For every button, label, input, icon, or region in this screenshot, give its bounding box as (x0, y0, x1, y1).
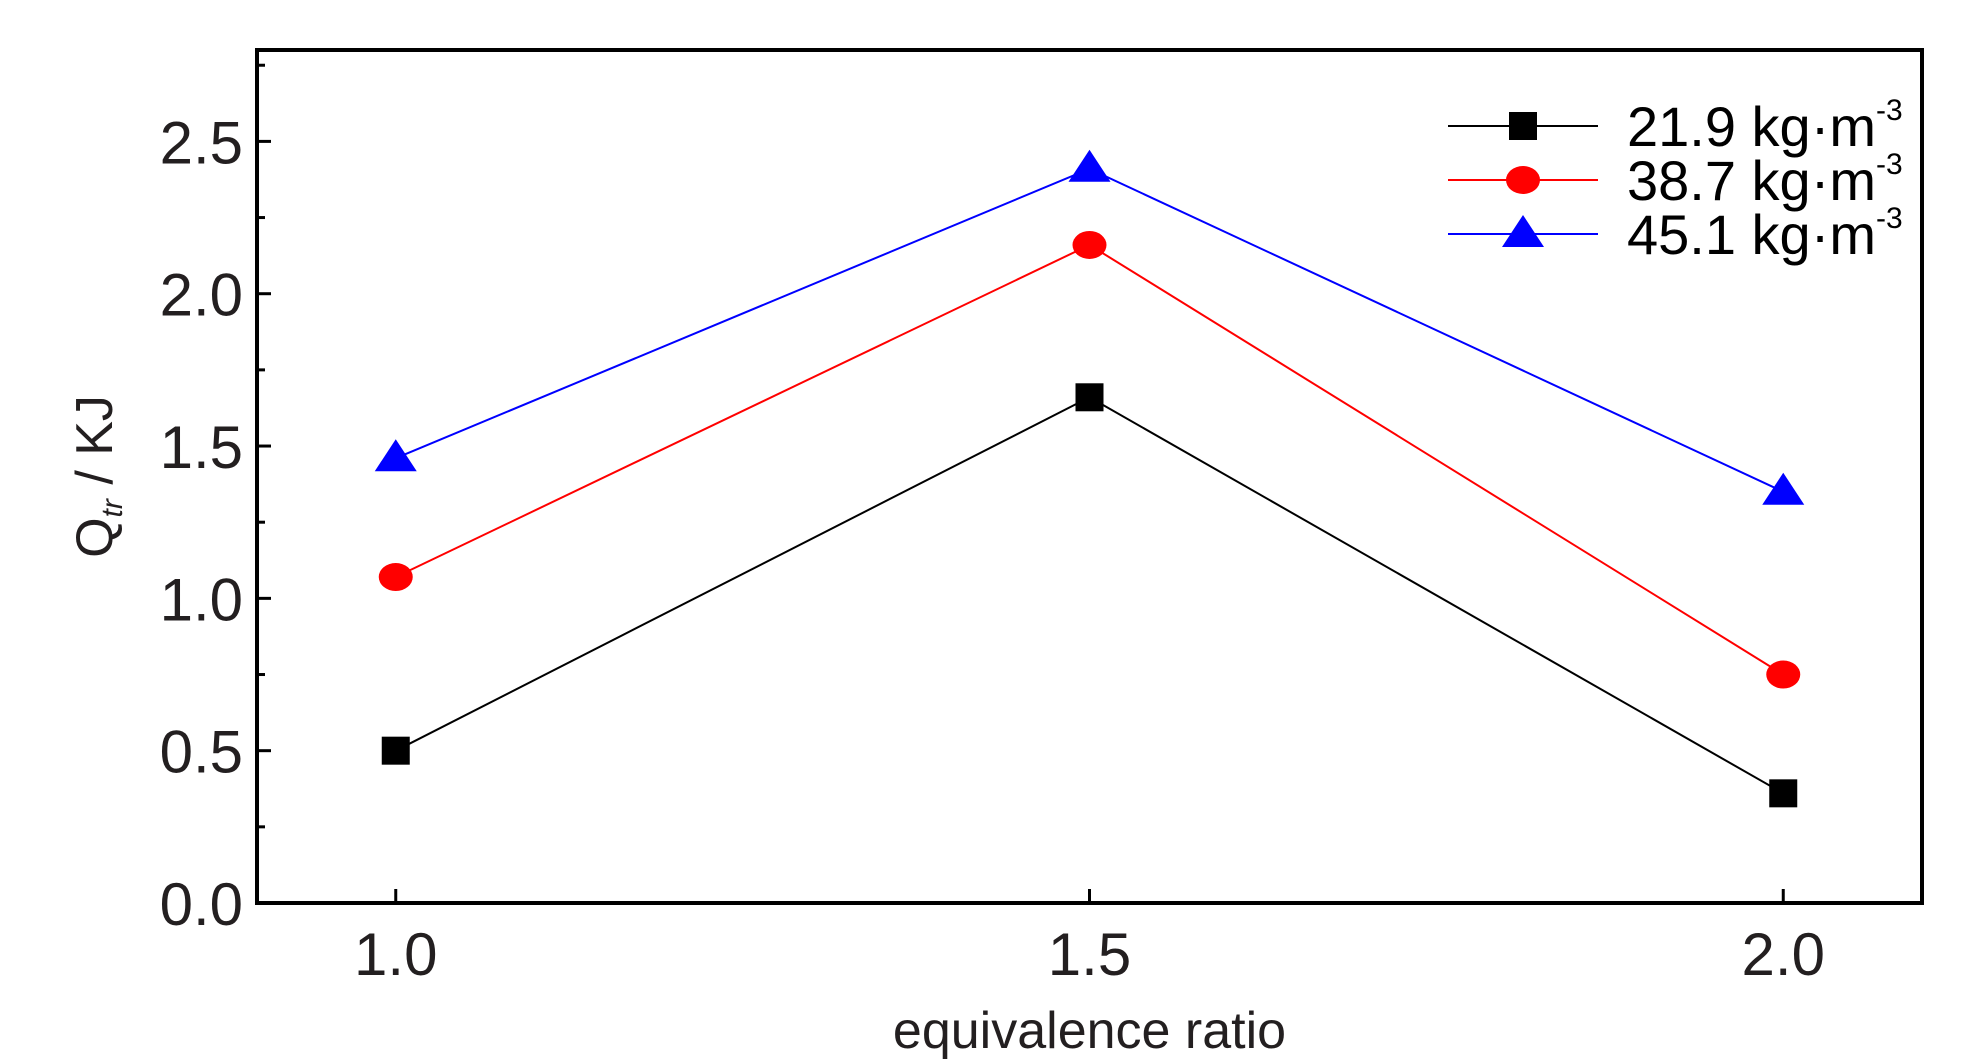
legend-label: 45.1 kg·m-3 (1627, 202, 1903, 266)
series-line (395, 167, 1784, 493)
legend-label-superscript: -3 (1876, 94, 1903, 127)
x-axis-title: equivalence ratio (893, 1002, 1286, 1060)
series-line (395, 396, 1784, 795)
series-1 (381, 383, 1798, 808)
y-axis-title-suffix: / KJ (66, 395, 124, 499)
data-point (378, 563, 413, 592)
x-tick-label: 1.0 (354, 921, 437, 988)
legend-item: 21.9 kg·m-3 (1448, 94, 1903, 158)
data-point (1762, 472, 1805, 505)
series-3 (374, 149, 1805, 505)
data-point (374, 439, 417, 472)
legend-label-text: 45.1 kg·m (1627, 203, 1876, 266)
legend-label-text: 38.7 kg·m (1627, 149, 1876, 212)
y-tick-label: 1.0 (160, 566, 243, 633)
data-point (1769, 779, 1798, 808)
x-tick-label: 1.5 (1048, 921, 1131, 988)
x-tick-label: 2.0 (1742, 921, 1825, 988)
data-point (1075, 383, 1104, 412)
y-tick-label: 2.5 (160, 109, 243, 176)
legend-item: 45.1 kg·m-3 (1448, 202, 1903, 266)
y-axis-title-main: Q (66, 517, 124, 557)
data-point (381, 736, 410, 765)
legend-item: 38.7 kg·m-3 (1448, 148, 1903, 212)
y-axis-title-subscript: tr (96, 498, 129, 517)
series-2 (378, 230, 1801, 689)
y-tick-label: 2.0 (160, 262, 243, 329)
legend-marker (1506, 166, 1540, 194)
y-tick-label: 0.0 (160, 871, 243, 938)
data-point (1766, 660, 1801, 689)
legend-label-text: 21.9 kg·m (1627, 95, 1876, 158)
y-axis-title: Qtr / KJ (66, 395, 129, 558)
legend-label-superscript: -3 (1876, 202, 1903, 235)
series-line (395, 243, 1784, 676)
plot-frame (255, 48, 1924, 905)
series-layer (374, 149, 1805, 808)
y-tick-label: 0.5 (160, 719, 243, 786)
y-tick-label: 1.5 (160, 414, 243, 481)
data-point (1072, 230, 1107, 259)
legend-marker (1502, 215, 1544, 247)
legend-label: 21.9 kg·m-3 (1627, 94, 1903, 158)
legend-label-superscript: -3 (1876, 148, 1903, 181)
legend-label: 38.7 kg·m-3 (1627, 148, 1903, 212)
data-point (1068, 149, 1111, 182)
legend: 21.9 kg·m-338.7 kg·m-345.1 kg·m-3 (1448, 94, 1903, 266)
legend-marker (1509, 112, 1537, 140)
x-axis-ticks: 1.0 1.5 2.0 (354, 889, 1825, 988)
y-axis-ticks: 0.0 0.5 1.0 1.5 2.0 2.5 (160, 63, 271, 938)
